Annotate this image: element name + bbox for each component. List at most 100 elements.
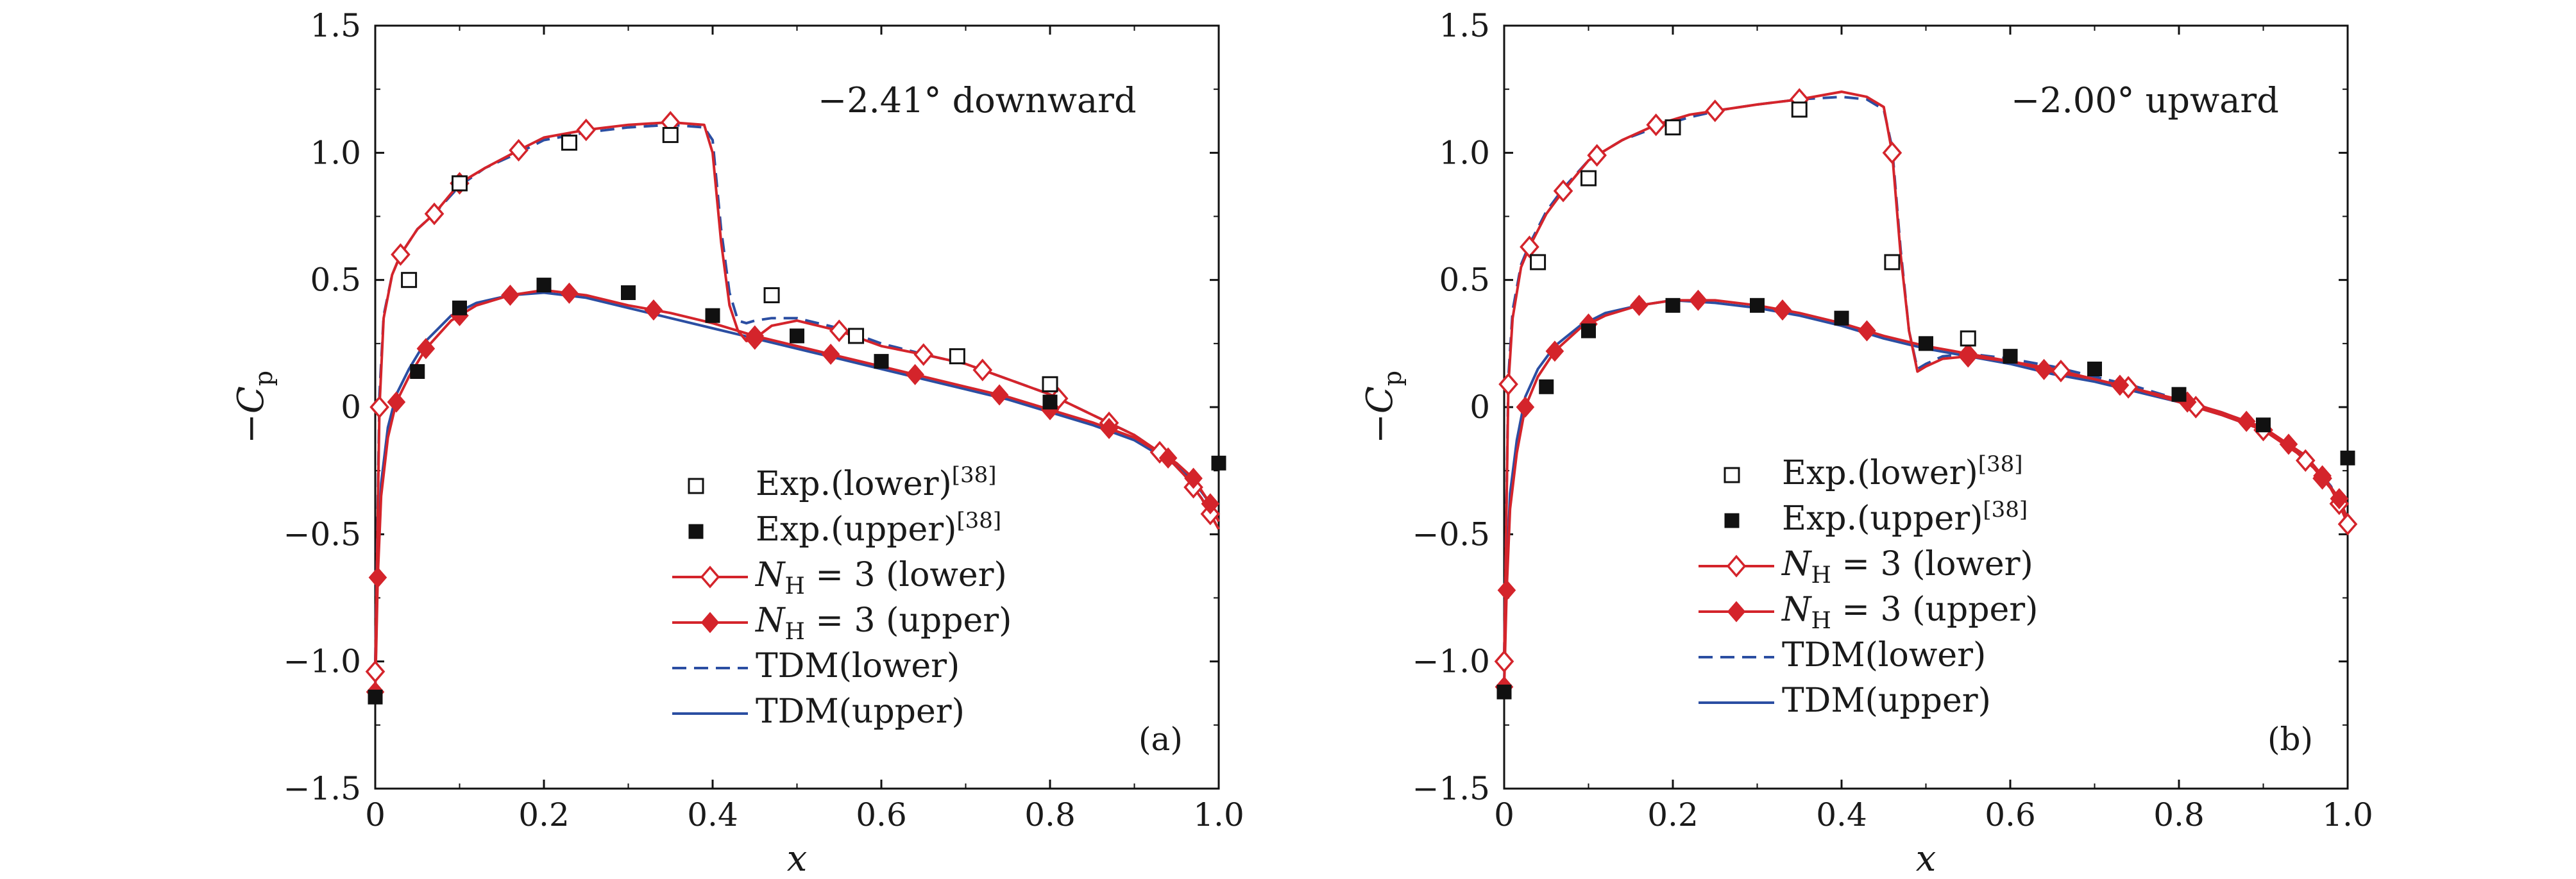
exp-lower-point	[401, 272, 418, 289]
legend-label-rest: = 3 (lower)	[805, 556, 1007, 594]
legend: Exp.(lower)[38] Exp.(upper)[38] NH = 3 (lo…	[672, 462, 1012, 731]
legend-label-main: Exp.(upper)	[756, 510, 956, 549]
legend-swatch-marker	[1726, 555, 1747, 578]
legend-label: Exp.(upper)[38]	[1782, 497, 2028, 538]
nh3-upper-marker	[368, 567, 387, 589]
nh3-upper-marker	[1099, 417, 1119, 439]
y-tick-label: −0.5	[1412, 515, 1490, 553]
legend-label-sup: [38]	[1983, 497, 2028, 523]
legend-entry-0: Exp.(lower)[38]	[688, 462, 997, 503]
angle-annotation: −2.41° downward	[818, 80, 1137, 121]
legend-label: NH = 3 (lower)	[1781, 545, 2033, 589]
y-tick-label: −1.5	[284, 770, 361, 807]
nh3-lower-marker	[829, 319, 849, 342]
nh3-upper-marker	[2237, 410, 2256, 432]
y-tick-label: 0	[341, 389, 361, 426]
legend-swatch-exp-lower	[688, 478, 704, 494]
legend-entry-1: Exp.(upper)[38]	[688, 508, 1001, 549]
legend-label: NH = 3 (lower)	[754, 556, 1007, 599]
y-axis-label-main: −C	[230, 386, 272, 444]
y-axis-label: −Cp	[230, 371, 278, 444]
legend-label-main: Exp.(lower)	[756, 465, 952, 503]
y-tick-label: 0.5	[310, 262, 361, 299]
x-tick-label: 1.0	[1193, 796, 1244, 833]
nh3-upper-marker	[2330, 488, 2349, 510]
nh3-lower-marker	[369, 396, 389, 419]
legend-entry-4: TDM(lower)	[672, 647, 960, 685]
exp-upper-point	[2256, 417, 2271, 433]
legend-swatch-marker	[700, 565, 720, 589]
x-tick-label: 0.4	[1816, 796, 1867, 833]
x-tick-label: 0.8	[2153, 796, 2205, 833]
y-axis-label-sub: p	[1378, 371, 1407, 386]
nh3-lower-marker	[1882, 141, 1902, 165]
legend-label-var: N	[1781, 545, 1812, 583]
nh3-lower-marker	[509, 138, 529, 162]
legend-swatch-marker	[1727, 601, 1746, 623]
panel-0: 0 0.2 0.4 0.6 0.8 1.0 1.5 1.0 0.5 0 −0.5 −1.0 −1.5 x −…	[230, 7, 1244, 879]
y-tick-label: 1.5	[310, 7, 361, 44]
exp-upper-point	[536, 278, 552, 293]
legend-swatch-exp-lower	[1724, 467, 1740, 483]
exp-upper-point	[1042, 394, 1058, 410]
nh3-upper-marker	[501, 284, 520, 306]
nh3-upper-marker	[1184, 467, 1203, 489]
legend-swatch-exp-upper	[1724, 513, 1740, 528]
exp-upper-point	[1750, 297, 1765, 313]
legend-entry-5: TDM(upper)	[672, 692, 965, 731]
nh3-upper-marker	[1958, 343, 1978, 365]
x-tick-label: 0	[365, 796, 386, 833]
legend-label: NH = 3 (upper)	[754, 601, 1012, 645]
exp-upper-point	[1581, 323, 1596, 339]
nh3-lower-marker	[2337, 512, 2358, 536]
legend-label-main: Exp.(lower)	[1782, 454, 1978, 492]
x-tick-label: 0.2	[1647, 796, 1699, 833]
legend-label-sub: H	[785, 573, 805, 599]
nh3-upper-marker	[1689, 289, 1707, 311]
legend-label-rest: = 3 (lower)	[1831, 545, 2033, 583]
x-tick-label: 1.0	[2322, 796, 2373, 833]
y-tick-label: −1.0	[284, 643, 361, 680]
y-axis-label-group: −Cp	[230, 371, 278, 444]
exp-upper-point	[621, 285, 636, 300]
exp-lower-point	[848, 328, 865, 344]
exp-upper-point	[2087, 362, 2102, 376]
legend-label: TDM(upper)	[756, 692, 965, 731]
legend-label-sub: H	[1811, 608, 1831, 634]
nh3-lower-marker	[424, 202, 445, 226]
exp-upper-point	[410, 364, 425, 379]
legend-entry-3: NH = 3 (upper)	[672, 601, 1012, 645]
legend-entry-1: Exp.(upper)[38]	[1724, 497, 2028, 538]
exp-lower-point	[1530, 254, 1546, 271]
nh3-lower-marker	[1494, 649, 1514, 673]
exp-lower-point	[763, 287, 780, 303]
nh3-upper-marker	[745, 325, 765, 347]
exp-lower-point	[1042, 376, 1058, 392]
exp-lower-point	[1884, 254, 1901, 271]
exp-lower-point	[561, 134, 577, 151]
panel-tag: (a)	[1139, 721, 1183, 758]
legend-label-rest: = 3 (upper)	[1831, 590, 2038, 629]
legend-label-var: N	[754, 556, 786, 594]
legend-label-var: N	[1781, 590, 1812, 629]
exp-upper-point	[368, 689, 383, 705]
legend: Exp.(lower)[38]Exp.(upper)[38]NH = 3 (lo…	[1699, 451, 2038, 720]
exp-lower-point	[452, 175, 468, 192]
nh3-upper-marker	[990, 384, 1009, 406]
angle-annotation: −2.00° upward	[2011, 80, 2279, 121]
x-axis-label: x	[787, 838, 808, 879]
legend-label: TDM(upper)	[1782, 682, 1991, 720]
nh3-lower-marker	[1498, 373, 1518, 396]
legend-label-main: Exp.(upper)	[1782, 499, 1983, 538]
x-tick-label: 0.4	[687, 796, 738, 833]
y-tick-label: 0.5	[1439, 262, 1490, 299]
legend-label-sub: H	[1811, 562, 1831, 589]
legend-entry-0: Exp.(lower)[38]	[1724, 451, 2023, 492]
legend-label-sup: [38]	[1978, 451, 2023, 477]
nh3-upper-marker	[1497, 580, 1516, 601]
exp-lower-point	[1791, 101, 1808, 118]
exp-upper-point	[2340, 450, 2355, 465]
exp-lower-point	[1580, 170, 1597, 187]
legend-label: TDM(lower)	[756, 647, 960, 685]
panel-tag: (b)	[2267, 721, 2313, 758]
